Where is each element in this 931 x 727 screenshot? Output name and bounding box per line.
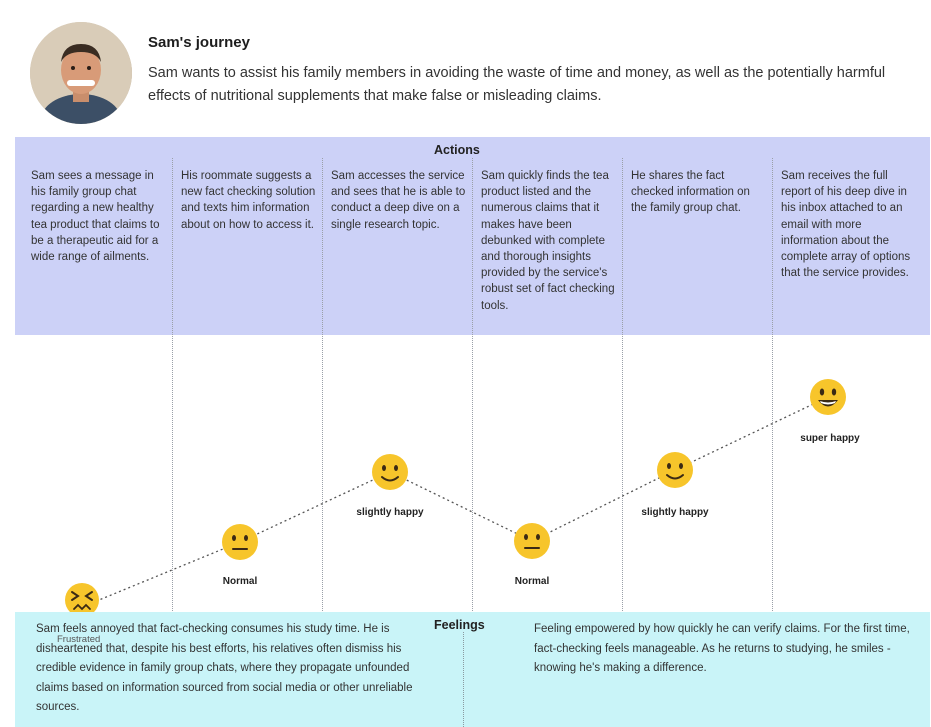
feelings-right-text: Feeling empowered by how quickly he can …	[534, 623, 910, 674]
slightly-smiling-face-icon	[372, 454, 408, 490]
feelings-divider	[463, 632, 464, 727]
action-step-5: He shares the fact checked information o…	[631, 170, 750, 215]
emotion-label-super-happy: super happy	[800, 433, 860, 444]
action-step-3: Sam accesses the service and sees that h…	[331, 170, 466, 231]
column-divider	[622, 158, 623, 613]
column-divider	[172, 158, 173, 613]
journey-title: Sam's journey	[148, 34, 250, 51]
feelings-left-text: Sam feels annoyed that fact-checking con…	[36, 623, 413, 713]
emotion-label-slightly-happy: slightly happy	[641, 507, 709, 518]
emotion-path	[81, 396, 829, 608]
emotion-label-normal: Normal	[514, 576, 550, 587]
actions-title: Actions	[434, 143, 480, 157]
avatar	[30, 22, 132, 124]
slightly-smiling-face-icon	[657, 452, 693, 488]
action-step-2: His roommate suggests a new fact checkin…	[181, 170, 316, 231]
feelings-band	[15, 612, 930, 727]
column-divider	[472, 158, 473, 613]
action-step-1: Sam sees a message in his family group c…	[31, 170, 160, 264]
action-step-6: Sam receives the full report of his deep…	[781, 170, 911, 280]
action-step-4: Sam quickly finds the tea product listed…	[481, 170, 615, 312]
frustrated-face-icon	[65, 583, 99, 617]
column-divider	[322, 158, 323, 613]
emotion-label-slightly-happy: slightly happy	[356, 507, 424, 518]
journey-description: Sam wants to assist his family members i…	[148, 65, 886, 104]
feelings-title: Feelings	[434, 618, 485, 632]
neutral-face-icon	[222, 524, 258, 560]
grinning-face-icon	[810, 379, 846, 415]
neutral-face-icon	[514, 523, 550, 559]
person-portrait-icon	[30, 22, 132, 124]
emotion-label-frustrated: Frustrated	[57, 634, 101, 645]
emotion-label-normal: Normal	[222, 576, 258, 587]
column-divider	[772, 158, 773, 613]
